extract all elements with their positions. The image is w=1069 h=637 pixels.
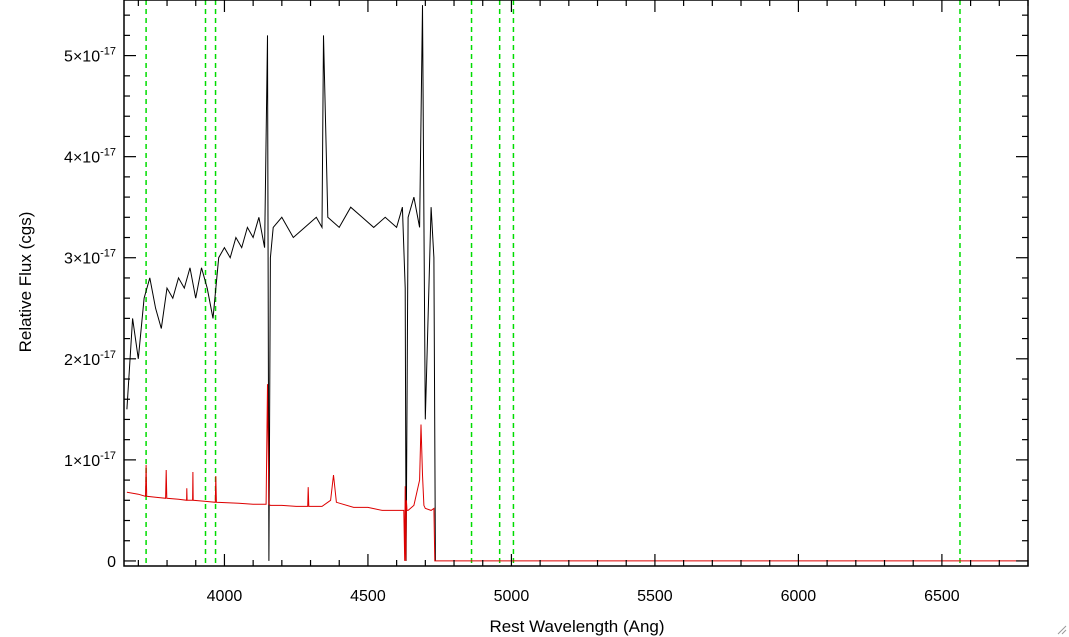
y-tick-label: 0 bbox=[107, 554, 116, 571]
y-tick-label: 4×10-17 bbox=[64, 147, 116, 167]
reference-lines bbox=[145, 0, 961, 566]
plot-frame bbox=[123, 0, 1029, 567]
x-tick-label: 4500 bbox=[350, 588, 386, 605]
x-tick-labels: 4000 4500 5000 5500 6000 6500 bbox=[207, 588, 960, 605]
x-tick-label: 5500 bbox=[637, 588, 673, 605]
x-tick-label: 5000 bbox=[494, 588, 530, 605]
y-tick-label: 1×10-17 bbox=[64, 450, 116, 470]
y-tick-label: 2×10-17 bbox=[64, 349, 116, 369]
series-line-1 bbox=[126, 5, 436, 561]
tick-marks bbox=[124, 0, 1029, 566]
series-line-2 bbox=[126, 384, 1028, 562]
y-tick-label: 3×10-17 bbox=[64, 248, 116, 268]
resize-grip-icon[interactable] bbox=[1055, 623, 1067, 635]
y-tick-labels: 0 1×10-17 2×10-17 3×10-17 4×10-17 5×10-17 bbox=[64, 46, 116, 571]
y-tick-label: 5×10-17 bbox=[64, 46, 116, 66]
x-tick-label: 6500 bbox=[924, 588, 960, 605]
x-tick-label: 4000 bbox=[207, 588, 243, 605]
x-axis-title: Rest Wavelength (Ang) bbox=[489, 617, 664, 636]
series-layer bbox=[126, 5, 1028, 562]
y-axis-title: Relative Flux (cgs) bbox=[16, 212, 35, 353]
x-tick-label: 6000 bbox=[781, 588, 817, 605]
